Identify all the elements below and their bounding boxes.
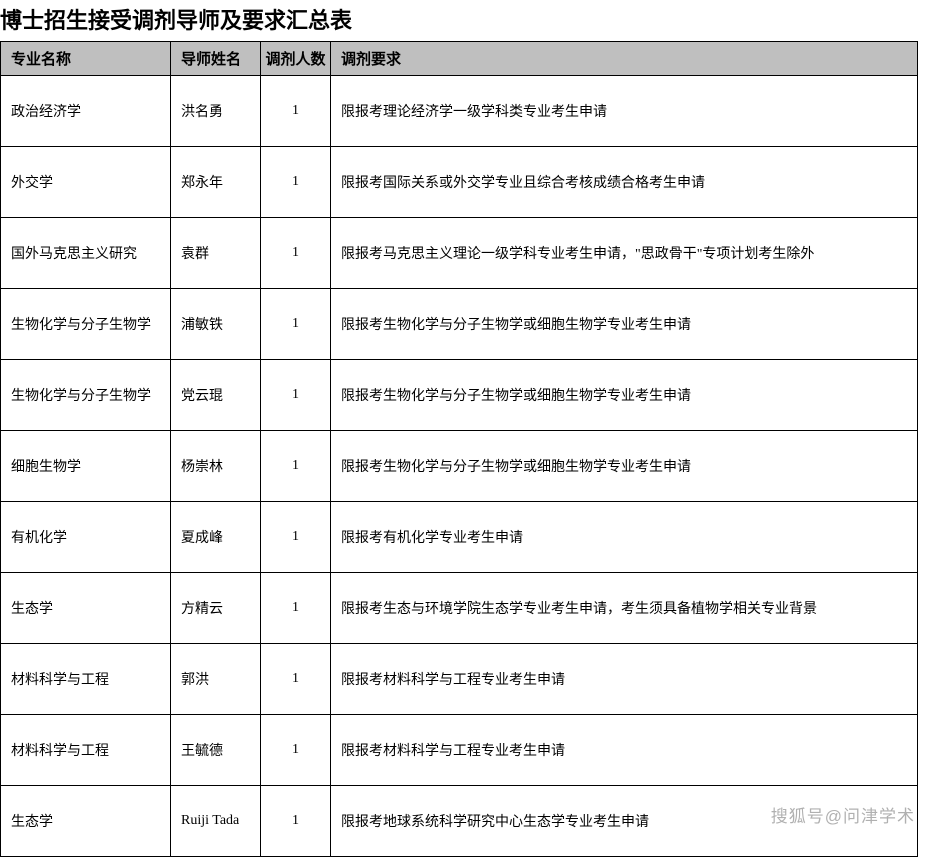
cell-requirement: 限报考生态与环境学院生态学专业考生申请，考生须具备植物学相关专业背景 bbox=[331, 573, 918, 644]
cell-requirement: 限报考生物化学与分子生物学或细胞生物学专业考生申请 bbox=[331, 431, 918, 502]
cell-major: 有机化学 bbox=[1, 502, 171, 573]
table-row: 材料科学与工程郭洪1限报考材料科学与工程专业考生申请 bbox=[1, 644, 918, 715]
cell-count: 1 bbox=[261, 502, 331, 573]
table-row: 政治经济学洪名勇1限报考理论经济学一级学科类专业考生申请 bbox=[1, 76, 918, 147]
cell-requirement: 限报考材料科学与工程专业考生申请 bbox=[331, 715, 918, 786]
cell-major: 生态学 bbox=[1, 573, 171, 644]
cell-major: 政治经济学 bbox=[1, 76, 171, 147]
cell-major: 生态学 bbox=[1, 786, 171, 857]
cell-advisor: 袁群 bbox=[171, 218, 261, 289]
cell-count: 1 bbox=[261, 573, 331, 644]
table-row: 生态学方精云1限报考生态与环境学院生态学专业考生申请，考生须具备植物学相关专业背… bbox=[1, 573, 918, 644]
cell-count: 1 bbox=[261, 360, 331, 431]
table-row: 生物化学与分子生物学党云琨1限报考生物化学与分子生物学或细胞生物学专业考生申请 bbox=[1, 360, 918, 431]
cell-count: 1 bbox=[261, 147, 331, 218]
cell-requirement: 限报考生物化学与分子生物学或细胞生物学专业考生申请 bbox=[331, 289, 918, 360]
table-body: 政治经济学洪名勇1限报考理论经济学一级学科类专业考生申请外交学郑永年1限报考国际… bbox=[1, 76, 918, 857]
cell-count: 1 bbox=[261, 431, 331, 502]
header-advisor: 导师姓名 bbox=[171, 42, 261, 76]
cell-major: 生物化学与分子生物学 bbox=[1, 360, 171, 431]
cell-count: 1 bbox=[261, 76, 331, 147]
advisor-table: 专业名称 导师姓名 调剂人数 调剂要求 政治经济学洪名勇1限报考理论经济学一级学… bbox=[0, 41, 918, 857]
cell-advisor: 郭洪 bbox=[171, 644, 261, 715]
cell-major: 外交学 bbox=[1, 147, 171, 218]
cell-advisor: 杨崇林 bbox=[171, 431, 261, 502]
cell-major: 生物化学与分子生物学 bbox=[1, 289, 171, 360]
cell-count: 1 bbox=[261, 644, 331, 715]
header-requirement: 调剂要求 bbox=[331, 42, 918, 76]
table-header-row: 专业名称 导师姓名 调剂人数 调剂要求 bbox=[1, 42, 918, 76]
cell-requirement: 限报考国际关系或外交学专业且综合考核成绩合格考生申请 bbox=[331, 147, 918, 218]
page-title: 博士招生接受调剂导师及要求汇总表 bbox=[0, 0, 933, 41]
cell-advisor: 夏成峰 bbox=[171, 502, 261, 573]
cell-requirement: 限报考生物化学与分子生物学或细胞生物学专业考生申请 bbox=[331, 360, 918, 431]
table-row: 生物化学与分子生物学浦敏铁1限报考生物化学与分子生物学或细胞生物学专业考生申请 bbox=[1, 289, 918, 360]
cell-advisor: 浦敏铁 bbox=[171, 289, 261, 360]
cell-advisor: 党云琨 bbox=[171, 360, 261, 431]
table-row: 细胞生物学杨崇林1限报考生物化学与分子生物学或细胞生物学专业考生申请 bbox=[1, 431, 918, 502]
cell-requirement: 限报考有机化学专业考生申请 bbox=[331, 502, 918, 573]
cell-count: 1 bbox=[261, 786, 331, 857]
header-major: 专业名称 bbox=[1, 42, 171, 76]
table-row: 生态学Ruiji Tada1限报考地球系统科学研究中心生态学专业考生申请 bbox=[1, 786, 918, 857]
table-row: 有机化学夏成峰1限报考有机化学专业考生申请 bbox=[1, 502, 918, 573]
cell-advisor: 郑永年 bbox=[171, 147, 261, 218]
cell-count: 1 bbox=[261, 218, 331, 289]
cell-major: 材料科学与工程 bbox=[1, 644, 171, 715]
cell-requirement: 限报考地球系统科学研究中心生态学专业考生申请 bbox=[331, 786, 918, 857]
header-count: 调剂人数 bbox=[261, 42, 331, 76]
cell-requirement: 限报考马克思主义理论一级学科专业考生申请，"思政骨干"专项计划考生除外 bbox=[331, 218, 918, 289]
cell-requirement: 限报考材料科学与工程专业考生申请 bbox=[331, 644, 918, 715]
cell-advisor: 王毓德 bbox=[171, 715, 261, 786]
table-row: 材料科学与工程王毓德1限报考材料科学与工程专业考生申请 bbox=[1, 715, 918, 786]
cell-requirement: 限报考理论经济学一级学科类专业考生申请 bbox=[331, 76, 918, 147]
cell-major: 材料科学与工程 bbox=[1, 715, 171, 786]
cell-advisor: 洪名勇 bbox=[171, 76, 261, 147]
cell-advisor: Ruiji Tada bbox=[171, 786, 261, 857]
cell-count: 1 bbox=[261, 289, 331, 360]
cell-major: 国外马克思主义研究 bbox=[1, 218, 171, 289]
cell-major: 细胞生物学 bbox=[1, 431, 171, 502]
cell-advisor: 方精云 bbox=[171, 573, 261, 644]
cell-count: 1 bbox=[261, 715, 331, 786]
table-row: 外交学郑永年1限报考国际关系或外交学专业且综合考核成绩合格考生申请 bbox=[1, 147, 918, 218]
table-row: 国外马克思主义研究袁群1限报考马克思主义理论一级学科专业考生申请，"思政骨干"专… bbox=[1, 218, 918, 289]
